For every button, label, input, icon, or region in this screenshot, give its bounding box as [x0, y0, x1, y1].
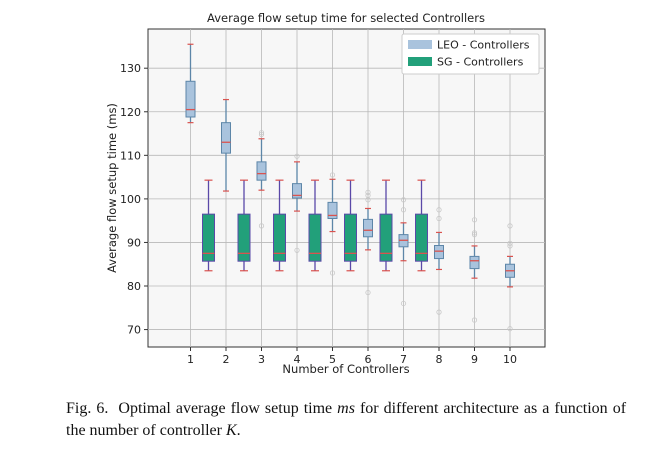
box-sg [237, 179, 251, 272]
box-iqr [221, 122, 231, 154]
box-sg [308, 179, 322, 272]
x-tick-label: 4 [294, 353, 301, 366]
plot-area [147, 28, 546, 348]
box-sg [273, 179, 286, 272]
box-series [185, 43, 515, 332]
outlier-point [294, 247, 300, 253]
outlier-point [400, 207, 407, 213]
legend-swatch-sg [408, 57, 432, 66]
y-tick-label: 90 [127, 236, 141, 249]
chart-title: Average flow setup time for selected Con… [207, 11, 485, 25]
box-iqr [308, 213, 322, 262]
outlier-point [258, 131, 265, 138]
box-iqr [469, 255, 480, 270]
outlier-point [258, 130, 265, 136]
outlier-point [507, 243, 513, 249]
outlier-point [329, 172, 336, 178]
outlier-point [471, 317, 478, 323]
outlier-point [436, 309, 442, 315]
x-axis-label: Number of Controllers [282, 362, 409, 376]
x-tick-label: 9 [471, 353, 478, 366]
grid-lines [148, 29, 545, 347]
box-iqr [185, 80, 196, 118]
outlier-point [400, 197, 407, 203]
y-tick-label: 120 [120, 106, 141, 119]
box-iqr [237, 213, 251, 262]
box-sg [344, 179, 357, 272]
y-tick-label: 70 [127, 324, 141, 337]
box-leo [185, 43, 196, 124]
outlier-point [365, 189, 371, 195]
y-axis: 70 80 90 100 110 120 130 [120, 62, 148, 337]
outlier-point [436, 215, 442, 222]
x-tick-label: 5 [329, 353, 336, 366]
figure-caption: Fig. 6. Optimal average flow setup time … [66, 398, 626, 442]
box-leo [221, 98, 231, 192]
outlier-point [471, 217, 478, 223]
legend: LEO - Controllers SG - Controllers [401, 33, 540, 75]
box-sg [202, 179, 215, 272]
outlier-point [507, 326, 513, 332]
box-leo [292, 153, 302, 253]
box-leo [434, 207, 444, 315]
outlier-point [507, 223, 513, 229]
outlier-point [365, 197, 371, 203]
legend-label-sg: SG - Controllers [437, 56, 524, 69]
outlier-point [329, 270, 336, 276]
caption-emph: ms [337, 400, 355, 417]
box-sg [415, 179, 428, 272]
x-tick-label: 8 [436, 353, 443, 366]
x-tick-label: 2 [223, 353, 230, 366]
caption-label: Fig. 6. [66, 400, 109, 417]
x-tick-label: 6 [365, 353, 372, 366]
y-tick-label: 80 [127, 280, 141, 293]
outlier-point [365, 289, 371, 296]
x-tick-label: 1 [187, 353, 194, 366]
box-iqr [202, 213, 215, 262]
box-iqr [434, 245, 444, 260]
outlier-point [400, 300, 407, 307]
outlier-point [294, 153, 300, 159]
legend-frame [401, 33, 540, 75]
outlier-point [258, 223, 265, 229]
caption-end: . [236, 422, 241, 439]
box-iqr [379, 213, 393, 262]
outlier-point [436, 207, 442, 213]
legend-label-leo: LEO - Controllers [437, 39, 530, 52]
box-iqr [363, 218, 373, 238]
caption-text-2: for different architecture as a function… [66, 400, 627, 439]
box-iqr [292, 183, 302, 199]
box-plot-chart: 70 80 90 100 110 120 130 1 2 3 4 5 6 7 8 9 10 Average f… [105, 11, 546, 376]
box-leo [327, 172, 338, 276]
box-leo [398, 197, 409, 307]
y-tick-label: 110 [120, 149, 141, 162]
outlier-point [471, 230, 478, 236]
caption-text-1: Optimal average flow setup time [118, 400, 338, 417]
outlier-point [471, 232, 478, 238]
box-leo [363, 189, 373, 296]
y-axis-label: Average flow setup time (ms) [105, 103, 119, 273]
box-iqr [344, 213, 357, 262]
x-axis: 1 2 3 4 5 6 7 8 9 10 [187, 347, 517, 366]
x-tick-label: 10 [503, 353, 517, 366]
x-tick-label: 3 [258, 353, 265, 366]
box-iqr [256, 161, 267, 181]
caption-var: K [225, 422, 237, 439]
box-leo [256, 130, 267, 229]
box-leo [469, 217, 480, 323]
y-tick-label: 100 [120, 193, 141, 206]
box-iqr [273, 213, 286, 262]
outlier-point [507, 240, 513, 246]
box-iqr [327, 201, 338, 219]
y-tick-label: 130 [120, 62, 141, 75]
box-sg [379, 179, 393, 272]
box-leo [505, 223, 515, 332]
legend-swatch-leo [408, 40, 432, 49]
x-tick-label: 7 [400, 353, 407, 366]
box-iqr [415, 213, 428, 262]
